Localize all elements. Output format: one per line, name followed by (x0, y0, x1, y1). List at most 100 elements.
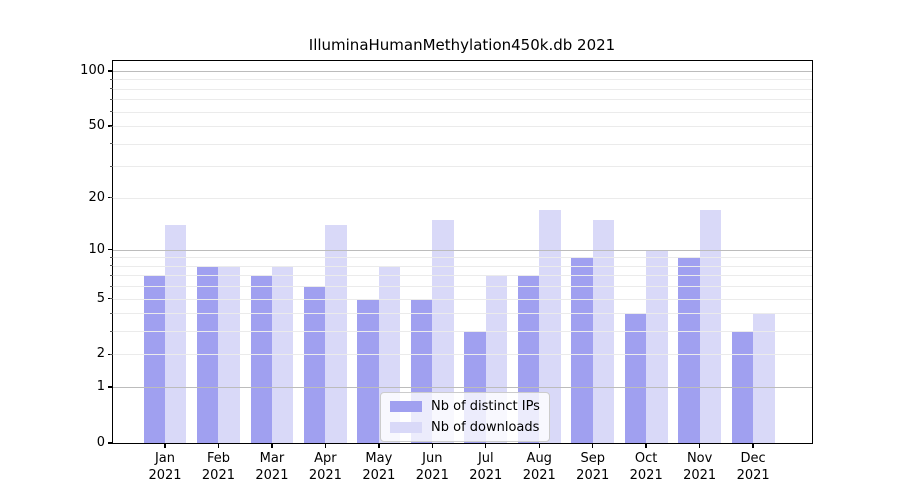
y-tick-minor-2 (110, 353, 113, 355)
x-tick-label-mar: Mar 2021 (240, 450, 304, 484)
gridline-major-y-100 (113, 70, 812, 72)
y-tick-label-1: 1 (96, 379, 105, 395)
bar-downloads-oct (646, 249, 668, 443)
plot-area (112, 60, 813, 444)
x-tick-label-dec: Dec 2021 (721, 450, 785, 484)
gridline-minor-y-5 (113, 298, 812, 300)
y-tick-label-2: 2 (96, 346, 105, 362)
x-tick-dec (752, 443, 754, 448)
bar-downloads-sep (592, 219, 615, 443)
month-label: Mar (259, 451, 285, 466)
bar-distinct-ips-jan (143, 275, 165, 443)
month-label: Sep (580, 451, 605, 466)
year-label: 2021 (736, 468, 770, 483)
x-tick-nov (698, 443, 701, 448)
y-tick-minor-7 (110, 274, 113, 276)
bar-distinct-ips-dec (731, 331, 754, 443)
y-tick-minor-40 (110, 143, 113, 145)
year-label: 2021 (148, 468, 182, 483)
y-tick-minor-5 (110, 298, 113, 300)
x-tick-feb (217, 443, 220, 448)
year-label: 2021 (629, 468, 663, 483)
bar-distinct-ips-mar (250, 275, 272, 443)
x-tick-label-aug: Aug 2021 (507, 450, 571, 484)
gridline-minor-y-30 (113, 166, 812, 168)
x-tick-apr (324, 443, 327, 448)
gridline-minor-y-80 (113, 88, 812, 90)
x-tick-may (378, 443, 380, 448)
x-tick-label-sep: Sep 2021 (561, 450, 625, 484)
year-label: 2021 (362, 468, 396, 483)
x-tick-label-apr: Apr 2021 (293, 450, 357, 484)
y-tick-minor-20 (110, 197, 113, 199)
year-label: 2021 (415, 468, 449, 483)
bar-downloads-nov (699, 210, 722, 443)
bar-downloads-aug (539, 210, 561, 443)
month-label: May (365, 451, 393, 466)
y-tick-label-50: 50 (88, 118, 105, 134)
bar-downloads-dec (753, 313, 775, 443)
x-tick-sep (592, 443, 594, 448)
y-tick-minor-9 (110, 256, 113, 258)
gridline-major-y-1 (113, 387, 812, 389)
gridline-minor-y-20 (113, 197, 812, 199)
gridline-minor-y-4 (113, 313, 812, 315)
x-tick-jan (164, 443, 166, 448)
month-label: Oct (634, 451, 658, 466)
year-label: 2021 (522, 468, 556, 483)
x-tick-jul (485, 443, 487, 448)
y-tick-minor-30 (110, 165, 113, 167)
gridline-minor-y-9 (113, 257, 812, 259)
y-tick-100 (108, 70, 113, 72)
x-tick-oct (645, 443, 647, 448)
year-label: 2021 (201, 468, 235, 483)
legend-entry-downloads: Nb of downloads (390, 420, 539, 435)
bar-distinct-ips-nov (678, 257, 700, 443)
bar-distinct-ips-may (357, 298, 379, 443)
legend-label: Nb of downloads (431, 420, 540, 435)
y-tick-minor-3 (110, 330, 113, 332)
gridline-minor-y-50 (113, 126, 812, 128)
y-tick-minor-6 (110, 285, 113, 287)
gridline-minor-y-8 (113, 265, 812, 267)
month-label: Jun (422, 451, 443, 466)
y-tick-10 (108, 249, 113, 251)
gridline-minor-y-2 (113, 354, 812, 356)
y-tick-label-5: 5 (96, 290, 105, 306)
y-tick-minor-60 (110, 111, 113, 113)
month-label: Nov (686, 451, 713, 466)
x-tick-label-jul: Jul 2021 (454, 450, 518, 484)
gridline-minor-y-70 (113, 99, 812, 101)
bar-downloads-jun (432, 219, 454, 443)
x-tick-label-feb: Feb 2021 (186, 450, 250, 484)
month-label: Feb (206, 451, 230, 466)
year-label: 2021 (683, 468, 717, 483)
month-label: Apr (314, 451, 337, 466)
legend-swatch (390, 401, 422, 412)
month-label: Jan (154, 451, 176, 466)
x-tick-label-jun: Jun 2021 (400, 450, 464, 484)
y-tick-minor-4 (110, 312, 113, 314)
y-tick-label-0: 0 (96, 435, 105, 450)
month-label: Jul (477, 451, 494, 466)
gridline-major-y-10 (113, 249, 812, 251)
y-tick-label-20: 20 (88, 189, 105, 205)
y-tick-minor-80 (110, 88, 113, 90)
gridline-minor-y-40 (113, 143, 812, 145)
legend-entry-distinct-ips: Nb of distinct IPs (390, 399, 540, 414)
y-tick-minor-70 (110, 98, 113, 100)
y-tick-0 (108, 442, 113, 444)
y-tick-minor-50 (110, 125, 113, 127)
year-label: 2021 (255, 468, 289, 483)
bar-distinct-ips-sep (571, 257, 593, 443)
y-tick-minor-8 (110, 265, 113, 267)
legend-swatch (390, 422, 422, 433)
y-tick-label-100: 100 (80, 62, 105, 78)
y-tick-label-10: 10 (88, 241, 105, 257)
x-tick-label-nov: Nov 2021 (668, 450, 732, 484)
month-label: Dec (740, 451, 766, 466)
x-tick-mar (271, 443, 273, 448)
bar-downloads-jan (165, 224, 187, 443)
year-label: 2021 (308, 468, 342, 483)
